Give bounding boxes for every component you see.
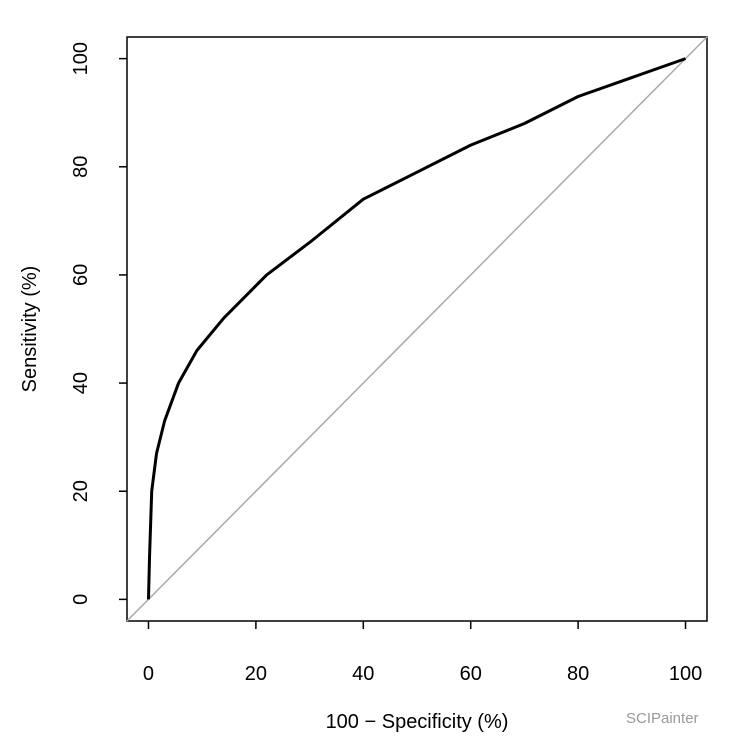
x-tick-label: 100: [669, 663, 702, 685]
y-axis-title: Sensitivity (%): [19, 266, 41, 393]
reference-line: [126, 36, 708, 622]
y-tick-label: 40: [70, 372, 92, 394]
x-tick-label: 0: [143, 663, 154, 685]
y-tick-label: 0: [70, 594, 92, 605]
roc-curve: [146, 57, 687, 600]
watermark: SCIPainter: [626, 710, 699, 727]
y-tick-label: 20: [70, 480, 92, 502]
x-axis-title: 100 − Specificity (%): [326, 711, 509, 733]
x-tick-label: 40: [352, 663, 374, 685]
x-tick-label: 80: [567, 663, 589, 685]
x-tick-label: 60: [460, 663, 482, 685]
y-tick-label: 100: [70, 42, 92, 75]
y-tick-label: 60: [70, 264, 92, 286]
y-tick-label: 80: [70, 156, 92, 178]
plot-box: [126, 36, 708, 622]
x-tick-label: 20: [245, 663, 267, 685]
